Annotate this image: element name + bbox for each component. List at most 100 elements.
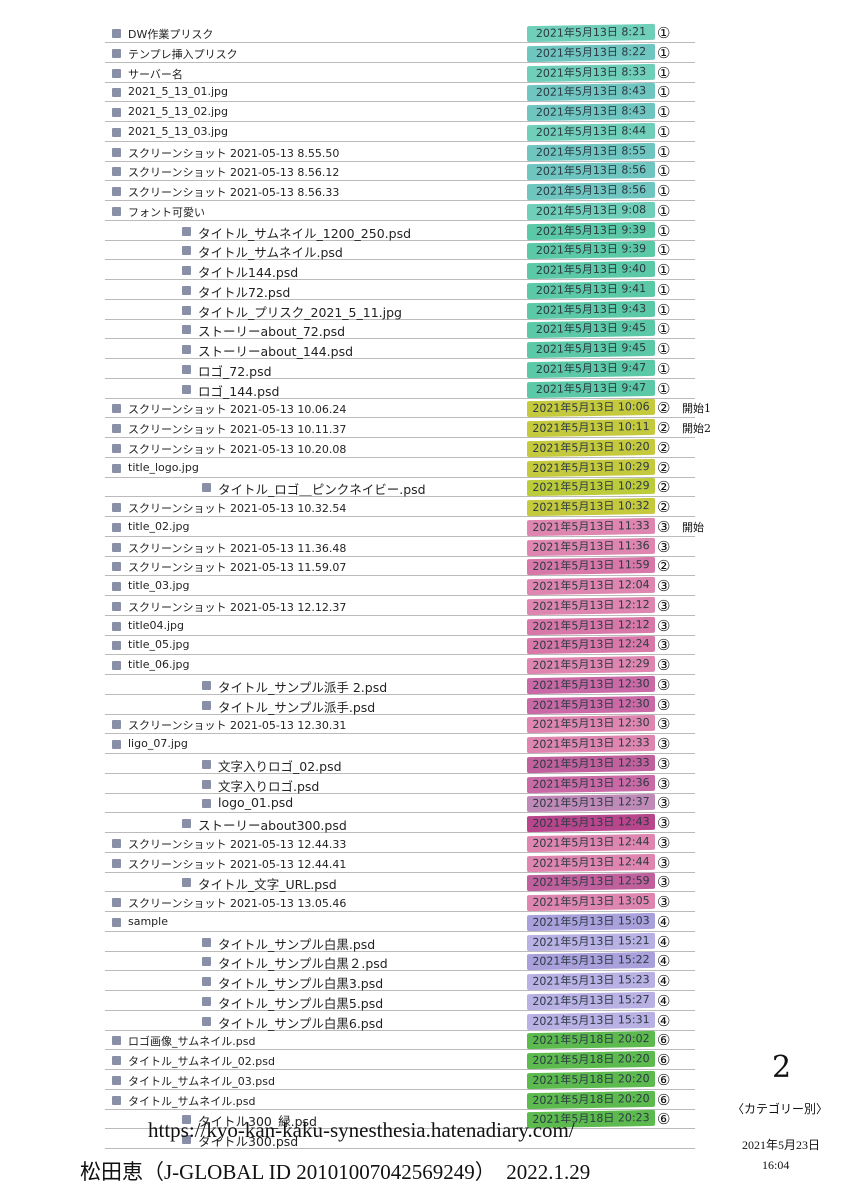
- file-name: フォント可愛い: [128, 205, 205, 219]
- row-rule: [105, 733, 695, 735]
- row-rule: [105, 970, 695, 972]
- file-icon: [112, 1036, 121, 1046]
- date-highlight: 2021年5月13日 15:23: [527, 971, 655, 991]
- file-row: 2021_5_13_03.jpg 2021年5月13日 8:44 ①: [0, 122, 849, 143]
- file-row: タイトル_サムネイル_1200_250.psd 2021年5月13日 9:39 ①: [0, 221, 849, 242]
- row-rule: [105, 1069, 695, 1070]
- category-mark: ③: [657, 893, 671, 911]
- file-icon: [112, 88, 121, 98]
- category-mark: ①: [657, 63, 671, 82]
- file-icon: [112, 167, 121, 177]
- date-highlight: 2021年5月18日 20:20: [527, 1070, 655, 1089]
- file-row: タイトル300.psd: [0, 1130, 849, 1150]
- file-row: タイトル_サムネイル.psd 2021年5月13日 9:39 ①: [0, 241, 849, 261]
- row-rule: [105, 397, 695, 399]
- file-row: タイトル144.psd 2021年5月13日 9:40 ①: [0, 260, 849, 281]
- file-name: title_02.jpg: [128, 519, 190, 533]
- file-row: スクリーンショット 2021-05-13 12.12.37 2021年5月13日 …: [0, 596, 849, 617]
- date-highlight: 2021年5月13日 8:56: [527, 162, 655, 181]
- file-name: スクリーンショット 2021-05-13 13.05.46: [128, 897, 347, 910]
- handwritten-note: 開始1: [682, 402, 711, 416]
- date-highlight: 2021年5月13日 9:47: [527, 379, 655, 398]
- handwritten-note: 開始: [682, 520, 704, 534]
- handwritten-date: 2021年5月23日: [742, 1138, 821, 1152]
- file-icon: [182, 226, 191, 236]
- date-highlight: 2021年5月13日 9:41: [527, 280, 655, 299]
- file-icon: [182, 1135, 191, 1144]
- category-mark: ③: [657, 537, 671, 556]
- file-row: タイトル_プリスク_2021_5_11.jpg 2021年5月13日 9:43 ①: [0, 300, 849, 321]
- date-highlight: 2021年5月13日 8:55: [527, 142, 655, 161]
- file-icon: [112, 582, 121, 591]
- file-row: title_05.jpg 2021年5月13日 12:24 ③: [0, 636, 849, 656]
- row-rule: [105, 1029, 695, 1031]
- date-highlight: 2021年5月13日 8:43: [527, 83, 655, 102]
- category-mark: ①: [657, 379, 671, 398]
- file-icon: [182, 819, 191, 828]
- file-icon: [182, 246, 191, 256]
- category-mark: ⑥: [657, 1110, 671, 1129]
- file-name: タイトル_サムネイル_03.psd: [128, 1074, 275, 1088]
- row-rule: [105, 575, 695, 577]
- category-mark: ④: [657, 991, 671, 1010]
- file-name: タイトル_サンプル白黒.psd: [218, 936, 376, 952]
- date-highlight: 2021年5月13日 8:21: [527, 23, 655, 43]
- category-mark: ②: [657, 419, 671, 437]
- row-rule: [105, 1009, 695, 1011]
- file-name: タイトル_サムネイル_02.psd: [128, 1055, 275, 1068]
- date-highlight: 2021年5月13日 9:43: [527, 300, 655, 319]
- file-icon: [112, 147, 121, 157]
- file-row: タイトル_サムネイル_02.psd 2021年5月18日 20:20 ⑥: [0, 1050, 849, 1071]
- file-name: タイトル_サンプル派手 2.psd: [218, 679, 388, 695]
- date-highlight: 2021年5月13日 12:44: [527, 853, 655, 872]
- file-icon: [112, 1075, 121, 1085]
- row-rule: [105, 832, 695, 833]
- file-row: DW作業プリスク 2021年5月13日 8:21 ①: [0, 23, 849, 44]
- category-mark: ①: [657, 221, 671, 240]
- date-highlight: 2021年5月18日 20:02: [527, 1031, 655, 1050]
- category-mark: ②: [657, 478, 671, 497]
- file-name: ロゴ_72.psd: [198, 363, 272, 379]
- file-name: title_06.jpg: [128, 658, 190, 671]
- row-rule: [105, 437, 695, 438]
- handwritten-time: 16:04: [762, 1158, 790, 1172]
- row-rule: [105, 417, 695, 419]
- file-row: スクリーンショット 2021-05-13 10.20.08 2021年5月13日 …: [0, 438, 849, 459]
- category-mark: ②: [657, 557, 671, 576]
- file-icon: [112, 740, 121, 749]
- row-rule: [105, 180, 695, 182]
- date-highlight: 2021年5月13日 12:24: [527, 636, 655, 655]
- category-mark: ③: [657, 577, 671, 595]
- file-icon: [112, 661, 121, 670]
- file-icon: [202, 1016, 211, 1026]
- row-rule: [105, 279, 695, 280]
- file-icon: [112, 898, 121, 907]
- row-rule: [105, 792, 695, 794]
- row-rule: [105, 377, 695, 379]
- category-mark: ④: [657, 952, 671, 971]
- file-icon: [202, 996, 211, 1006]
- file-icon: [182, 305, 191, 315]
- file-name: ロゴ_144.psd: [198, 383, 280, 399]
- file-row: スクリーンショット 2021-05-13 8.56.33 2021年5月13日 8…: [0, 181, 849, 202]
- file-name: ロゴ画像_サムネイル.psd: [128, 1035, 256, 1049]
- file-name: ストーリーabout_72.psd: [198, 324, 346, 340]
- file-row: title_03.jpg 2021年5月13日 12:04 ③: [0, 576, 849, 597]
- file-name: DW作業プリスク: [128, 28, 214, 41]
- file-name: ストーリーabout300.psd: [198, 818, 347, 833]
- row-rule: [105, 318, 695, 320]
- row-rule: [105, 1148, 695, 1149]
- row-rule: [105, 911, 695, 912]
- date-highlight: 2021年5月13日 12:37: [527, 794, 655, 813]
- row-rule: [105, 930, 695, 932]
- file-icon: [112, 404, 121, 414]
- row-rule: [105, 298, 695, 300]
- category-mark: ③: [657, 754, 671, 773]
- file-name: 文字入りロゴ.psd: [218, 778, 320, 794]
- date-highlight: 2021年5月13日 12:44: [527, 833, 655, 852]
- row-rule: [105, 950, 695, 952]
- file-row: スクリーンショット 2021-05-13 10.06.24 2021年5月13日 …: [0, 399, 849, 419]
- file-icon: [112, 621, 121, 631]
- file-icon: [112, 1056, 121, 1065]
- date-highlight: 2021年5月13日 12:29: [527, 655, 655, 675]
